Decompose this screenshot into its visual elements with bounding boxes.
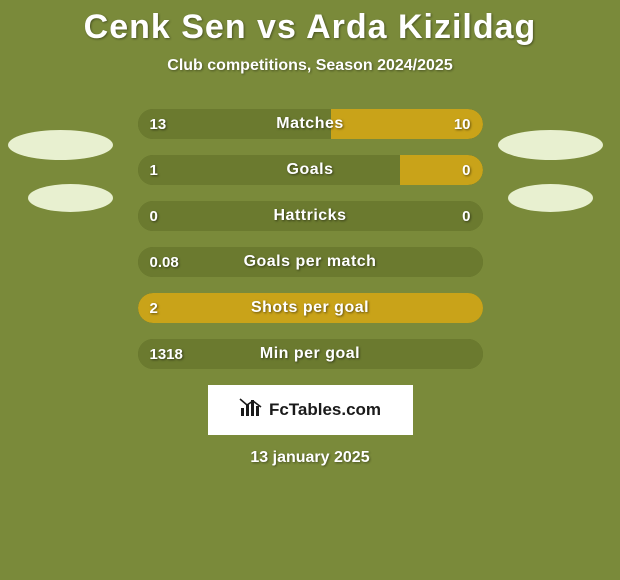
stat-label: Goals [138, 155, 483, 185]
stat-label: Goals per match [138, 247, 483, 277]
page-title: Cenk Sen vs Arda Kizildag [0, 8, 620, 47]
stat-label: Shots per goal [138, 293, 483, 323]
attribution-badge: FcTables.com [208, 385, 413, 435]
stat-row: 2Shots per goal [138, 293, 483, 323]
stat-row: 13Matches10 [138, 109, 483, 139]
avatar-ellipse [8, 130, 113, 160]
avatar-ellipse [28, 184, 113, 212]
avatar-ellipse [498, 130, 603, 160]
attribution-text: FcTables.com [269, 400, 381, 420]
date-label: 13 january 2025 [0, 449, 620, 467]
page-subtitle: Club competitions, Season 2024/2025 [0, 57, 620, 75]
stat-value-right: 10 [454, 109, 471, 139]
stat-value-right: 0 [462, 155, 470, 185]
stat-row: 1318Min per goal [138, 339, 483, 369]
bar-chart-icon [239, 396, 263, 425]
stat-value-right: 0 [462, 201, 470, 231]
stat-label: Min per goal [138, 339, 483, 369]
stat-label: Hattricks [138, 201, 483, 231]
stat-row: 0Hattricks0 [138, 201, 483, 231]
stat-row: 1Goals0 [138, 155, 483, 185]
avatar-ellipse [508, 184, 593, 212]
stat-label: Matches [138, 109, 483, 139]
stat-row: 0.08Goals per match [138, 247, 483, 277]
stats-comparison: 13Matches101Goals00Hattricks00.08Goals p… [138, 109, 483, 369]
